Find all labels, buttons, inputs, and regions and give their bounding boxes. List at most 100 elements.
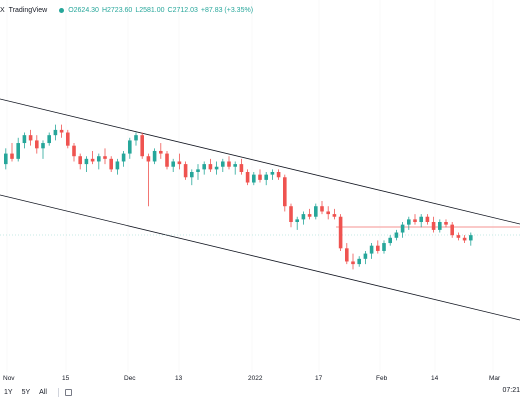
candle-body — [289, 206, 293, 222]
candle-body — [283, 177, 287, 207]
candle-body — [152, 150, 157, 162]
x-tick-label: 14 — [431, 375, 439, 382]
range-button-5y[interactable]: 5Y — [21, 388, 31, 396]
candle-body — [196, 169, 200, 172]
change-value: +87.83 (+3.35%) — [200, 6, 254, 14]
x-tick-label: Dec — [124, 375, 136, 382]
candle-body — [320, 206, 324, 212]
candle-body — [78, 156, 82, 165]
high-value: H2723.60 — [101, 6, 133, 14]
candle-body — [239, 164, 244, 172]
candle-body — [407, 219, 411, 225]
candle-body — [351, 261, 355, 265]
candle-body — [53, 129, 58, 136]
candle-body — [121, 153, 126, 162]
range-button-all[interactable]: All — [39, 388, 47, 396]
candle-body — [227, 161, 231, 167]
candle-body — [388, 237, 392, 244]
candle-body — [357, 258, 361, 265]
candle-body — [221, 161, 225, 167]
candle-body — [4, 153, 8, 165]
candle-body — [128, 140, 132, 154]
candle-body — [190, 172, 194, 178]
candle-body — [41, 143, 45, 149]
x-tick-label: Feb — [376, 375, 388, 382]
candle-body — [419, 216, 423, 222]
candle-body — [90, 158, 95, 162]
candle-body — [462, 237, 467, 241]
candle-body — [171, 161, 175, 167]
candle-body — [103, 156, 107, 159]
calendar-icon[interactable] — [64, 388, 72, 396]
low-value: L2581.00 — [135, 6, 165, 14]
candles-layer — [4, 124, 473, 270]
candle-body — [97, 156, 101, 162]
candle-body — [332, 214, 337, 217]
candle-body — [276, 172, 281, 178]
x-tick-label: Mar — [489, 375, 501, 382]
candle-body — [301, 214, 306, 220]
open-value: O2624.30 — [68, 6, 99, 14]
candle-body — [326, 211, 330, 215]
candle-body — [469, 235, 473, 241]
close-value: C2712.03 — [167, 6, 198, 14]
candle-body — [66, 132, 70, 146]
candle-body — [245, 172, 250, 183]
candle-body — [438, 222, 442, 230]
candle-body — [115, 161, 120, 170]
candle-body — [363, 253, 368, 259]
candle-body — [35, 140, 39, 149]
range-toolbar: 1Y 5Y All 07:21 — [0, 384, 520, 400]
candle-body — [10, 153, 14, 159]
candle-body — [22, 135, 27, 144]
x-tick-label: 2022 — [248, 375, 263, 382]
x-axis: Nov 15 Dec 13 2022 17 Feb 14 Mar — [3, 375, 501, 382]
status-dot-icon — [59, 7, 65, 13]
candle-body — [376, 245, 380, 251]
candle-body — [134, 135, 138, 141]
clock-time: 07:21 — [502, 387, 520, 394]
candle-body — [314, 206, 318, 217]
candle-body — [425, 216, 430, 222]
candle-body — [307, 214, 312, 217]
candle-body — [456, 235, 461, 238]
candle-body — [84, 158, 89, 165]
tradingview-logo-text: TradingView — [8, 6, 48, 14]
candle-body — [450, 224, 454, 236]
candle-body — [382, 243, 386, 251]
channel-lower-line[interactable] — [0, 194, 520, 321]
price-chart[interactable]: Nov 15 Dec 13 2022 17 Feb 14 Mar — [0, 0, 520, 384]
candle-body — [394, 232, 399, 238]
candle-body — [59, 129, 64, 133]
candle-body — [208, 164, 213, 170]
candle-body — [177, 161, 182, 165]
candle-body — [444, 222, 448, 225]
candle-body — [159, 150, 163, 154]
x-tick-label: 13 — [175, 375, 183, 382]
candle-body — [183, 164, 188, 178]
x-tick-label: 17 — [315, 375, 323, 382]
candle-body — [413, 219, 417, 222]
range-button-1y[interactable]: 1Y — [4, 388, 13, 396]
candle-body — [109, 158, 113, 170]
candle-body — [264, 174, 268, 180]
channel-upper-line[interactable] — [0, 98, 520, 225]
candle-body — [400, 224, 405, 233]
candle-body — [252, 174, 256, 183]
candle-body — [72, 145, 76, 157]
x-tick-label: 15 — [62, 375, 70, 382]
candle-body — [28, 135, 33, 141]
candle-body — [140, 135, 144, 157]
ohlc-legend: X TradingView O2624.30 H2723.60 L2581.00… — [0, 2, 253, 18]
candle-body — [295, 219, 299, 222]
candle-body — [214, 166, 219, 170]
candle-body — [431, 222, 436, 230]
candle-body — [338, 216, 343, 249]
candle-body — [16, 143, 20, 159]
candle-body — [258, 174, 262, 180]
candle-body — [202, 164, 206, 170]
grid-layer — [6, 0, 494, 372]
candle-body — [270, 172, 275, 175]
candle-body — [233, 164, 237, 167]
candle-body — [165, 153, 169, 167]
